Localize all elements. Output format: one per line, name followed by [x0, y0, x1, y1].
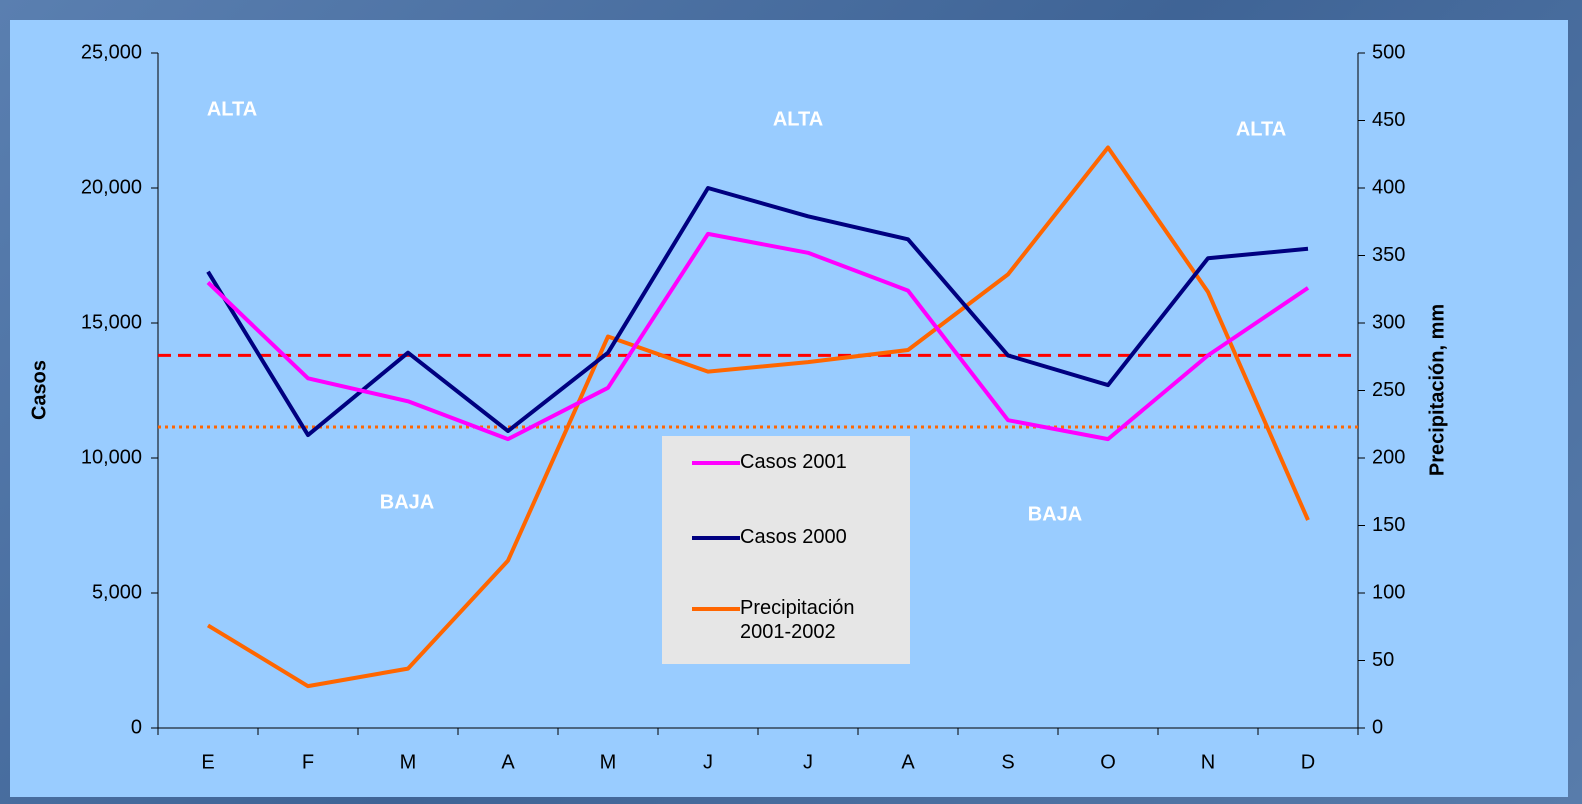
x-tick-label: M [400, 751, 417, 773]
legend: Casos 2001 Casos 2000 Precipitación 2001-2… [662, 436, 910, 664]
annotation: BAJA [380, 491, 434, 513]
y-tick-label: 0 [131, 716, 142, 738]
y2-tick-label: 100 [1372, 581, 1405, 603]
y-tick-label: 20,000 [81, 176, 142, 198]
annotation: ALTA [207, 98, 257, 120]
legend-label: Casos 2001 [740, 451, 847, 473]
legend-label: Precipitación 2001-2002 [740, 597, 855, 643]
y2-tick-label: 50 [1372, 649, 1394, 671]
y2-tick-label: 350 [1372, 244, 1405, 266]
x-tick-label: J [703, 751, 713, 773]
y2-tick-label: 450 [1372, 109, 1405, 131]
annotation: ALTA [773, 108, 823, 130]
x-tick-label: J [803, 751, 813, 773]
annotation: BAJA [1028, 503, 1082, 525]
series-line [206, 145, 1310, 689]
y-tick-label: 15,000 [81, 311, 142, 333]
series-line [206, 231, 1310, 442]
y2-tick-label: 250 [1372, 379, 1405, 401]
y-tick-label: 5,000 [92, 581, 142, 603]
legend-entry: Precipitación 2001-2002 [692, 596, 890, 644]
legend-entry: Casos 2001 [692, 450, 890, 474]
y-axis-label: Casos [28, 360, 50, 420]
y-tick-label: 10,000 [81, 446, 142, 468]
legend-label: Casos 2000 [740, 526, 847, 548]
y2-tick-label: 400 [1372, 176, 1405, 198]
chart-area [10, 20, 1568, 797]
series-line [206, 186, 1309, 438]
x-tick-label: A [901, 751, 915, 773]
x-tick-label: M [600, 751, 617, 773]
x-tick-label: N [1201, 751, 1215, 773]
annotation: ALTA [1236, 118, 1286, 140]
x-tick-label: E [201, 751, 214, 773]
y2-tick-label: 300 [1372, 311, 1405, 333]
x-tick-label: A [501, 751, 515, 773]
x-tick-label: D [1301, 751, 1315, 773]
y2-tick-label: 0 [1372, 716, 1383, 738]
y2-tick-label: 150 [1372, 514, 1405, 536]
y-tick-label: 25,000 [81, 41, 142, 63]
legend-swatch [692, 607, 740, 611]
x-tick-label: S [1001, 751, 1014, 773]
legend-swatch [692, 536, 740, 540]
x-tick-label: O [1100, 751, 1116, 773]
y2-tick-label: 200 [1372, 446, 1405, 468]
legend-swatch [692, 461, 740, 465]
legend-entry: Casos 2000 [692, 525, 890, 549]
y2-axis-label: Precipitación, mm [1426, 304, 1448, 476]
x-tick-label: F [302, 751, 314, 773]
y2-tick-label: 500 [1372, 41, 1405, 63]
